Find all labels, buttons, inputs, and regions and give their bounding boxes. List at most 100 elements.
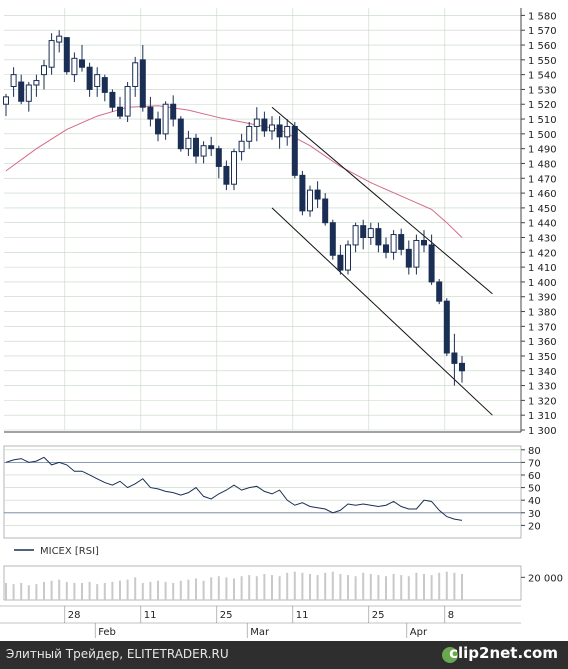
candle-body-down [193,137,199,157]
candle-body-up [185,137,192,150]
candle-body-down [329,222,336,256]
candle-body-down [63,37,70,73]
candle-body-up [352,225,359,246]
trend-line [271,207,493,416]
trend-line [271,106,493,295]
candle-body-down [155,118,161,135]
price-tick-label: 1 330 [528,382,557,393]
rsi-frame [3,445,522,539]
price-tick-label: 1 320 [528,396,557,407]
price-tick-label: 1 360 [528,337,557,348]
candle-body-up [238,140,245,153]
candle-body-down [139,59,146,108]
candle-body-down [337,254,344,271]
candle-body-up [246,125,253,142]
price-tick-label: 1 470 [528,174,557,185]
x-day-label: 28 [68,610,81,621]
x-month-label: Mar [250,627,270,638]
candle-body-up [48,40,55,68]
candle-body-up [253,118,260,127]
price-tick-label: 1 310 [528,411,557,422]
footer-text: Элитный Трейдер, ELITETRADER.RU [6,647,229,661]
x-day-label: 25 [220,610,233,621]
price-tick-label: 1 390 [528,293,557,304]
candle-body-down [299,174,306,212]
candle-body-down [18,81,25,102]
candle-body-down [398,234,405,250]
candle-body-up [10,74,17,87]
candle-body-down [79,59,85,68]
candlesticks [3,30,465,386]
price-tick-label: 1 550 [528,56,557,67]
x-month-label: Apr [410,627,428,638]
candle-body-down [223,165,230,185]
candle-body-down [405,248,412,268]
candle-body-up [33,80,40,86]
x-day-label: 8 [448,610,454,621]
price-tick-label: 1 340 [528,367,557,378]
price-y-axis: 1 580 1 570 1 560 1 550 1 540 1 530 1 520 1 510… [4,8,557,437]
rsi-line [5,456,463,521]
candle-body-down [436,281,443,302]
price-tick-label: 1 520 [528,100,557,111]
candle-body-up [413,239,420,268]
price-tick-label: 1 490 [528,145,557,156]
candle-body-down [109,91,116,108]
price-tick-label: 1 450 [528,204,557,215]
candle-body-down [421,239,427,246]
candle-body-down [375,228,382,246]
x-month-label: Feb [98,627,116,638]
candle-body-down [451,352,458,364]
rsi-tick-label: 60 [528,471,541,482]
trend-channel [271,106,493,416]
candle-body-up [367,228,374,239]
x-day-label: 11 [296,610,309,621]
candle-body-up [41,65,47,76]
volume-panel: 20 000 [3,565,563,601]
price-tick-label: 1 530 [528,85,557,96]
price-tick-label: 1 440 [528,219,557,230]
price-tick-label: 1 540 [528,71,557,82]
legend: MICEX [RSI] [14,546,99,557]
price-tick-label: 1 480 [528,159,557,170]
price-tick-label: 1 410 [528,263,557,274]
price-tick-label: 1 400 [528,278,557,289]
volume-frame [3,565,522,601]
candle-body-up [94,74,101,87]
candle-body-down [322,198,329,224]
candle-body-up [284,125,291,138]
legend-label: MICEX [RSI] [40,546,99,557]
clip2net-brand: clip2net.com [449,644,558,662]
clip2net-logo-icon [442,647,458,663]
candle-body-up [231,151,237,185]
candle-body-up [162,103,169,135]
footer-bar: Элитный Трейдер, ELITETRADER.RU clip2net… [0,641,568,669]
candle-body-down [459,362,465,372]
price-tick-label: 1 460 [528,189,557,200]
price-tick-label: 1 580 [528,11,557,22]
candle-body-up [124,85,131,117]
candle-body-up [307,189,313,212]
candle-body-down [208,145,215,150]
rsi-tick-label: 80 [528,446,541,457]
rsi-tick-label: 70 [528,458,541,469]
rsi-tick-label: 30 [528,509,541,520]
candle-body-down [261,118,268,132]
candle-body-down [443,300,450,354]
candle-body-up [200,145,207,157]
candle-body-down [177,118,184,150]
price-tick-label: 1 350 [528,352,557,363]
price-tick-label: 1 370 [528,322,557,333]
rsi-tick-label: 20 [528,521,541,532]
price-tick-label: 1 510 [528,115,557,126]
volume-tick-label: 20 000 [528,573,563,584]
candle-body-down [428,244,435,283]
candle-body-up [71,57,78,76]
candle-body-down [147,106,154,120]
price-tick-label: 1 430 [528,234,557,245]
candle-body-up [3,96,9,105]
candle-body-down [170,103,177,120]
candle-body-down [276,124,283,138]
rsi-tick-label: 40 [528,496,541,507]
